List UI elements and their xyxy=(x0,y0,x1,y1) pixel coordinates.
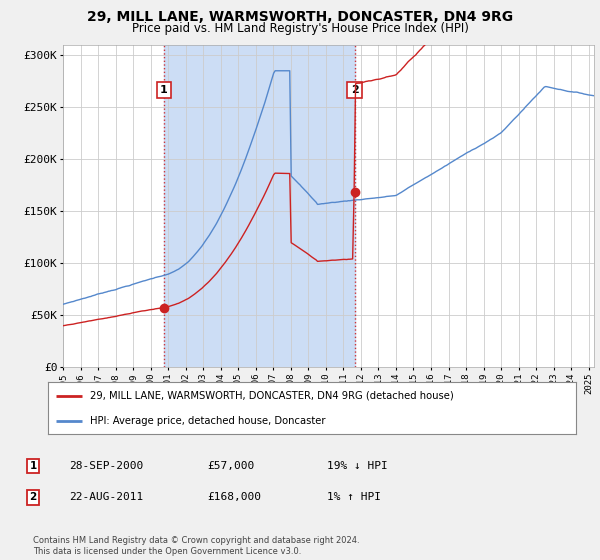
Text: 19% ↓ HPI: 19% ↓ HPI xyxy=(327,461,388,471)
Text: 22-AUG-2011: 22-AUG-2011 xyxy=(69,492,143,502)
Text: 2: 2 xyxy=(351,85,358,95)
Text: HPI: Average price, detached house, Doncaster: HPI: Average price, detached house, Donc… xyxy=(90,416,326,426)
Text: 29, MILL LANE, WARMSWORTH, DONCASTER, DN4 9RG (detached house): 29, MILL LANE, WARMSWORTH, DONCASTER, DN… xyxy=(90,391,454,401)
Bar xyxy=(164,45,355,367)
Text: £57,000: £57,000 xyxy=(207,461,254,471)
Text: Price paid vs. HM Land Registry's House Price Index (HPI): Price paid vs. HM Land Registry's House … xyxy=(131,22,469,35)
Text: 1: 1 xyxy=(29,461,37,471)
Text: 2: 2 xyxy=(29,492,37,502)
Text: 28-SEP-2000: 28-SEP-2000 xyxy=(69,461,143,471)
Text: 29, MILL LANE, WARMSWORTH, DONCASTER, DN4 9RG: 29, MILL LANE, WARMSWORTH, DONCASTER, DN… xyxy=(87,10,513,24)
Text: Contains HM Land Registry data © Crown copyright and database right 2024.
This d: Contains HM Land Registry data © Crown c… xyxy=(33,536,359,556)
Text: 1% ↑ HPI: 1% ↑ HPI xyxy=(327,492,381,502)
Text: 1: 1 xyxy=(160,85,167,95)
Text: £168,000: £168,000 xyxy=(207,492,261,502)
